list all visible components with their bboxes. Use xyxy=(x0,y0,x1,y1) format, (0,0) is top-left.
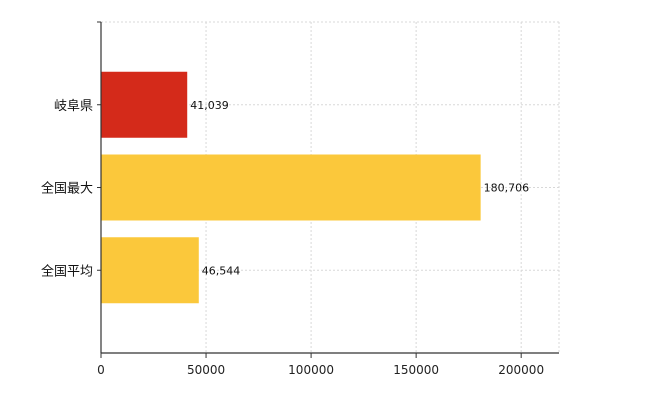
data-label: 41,039 xyxy=(190,99,229,112)
x-tick-label: 50000 xyxy=(187,363,225,377)
y-tick-label: 岐阜県 xyxy=(54,98,93,114)
x-tick-label: 0 xyxy=(97,363,105,377)
bar xyxy=(101,154,481,221)
y-tick-label: 全国最大 xyxy=(41,181,93,197)
data-label: 180,706 xyxy=(484,182,530,195)
bar xyxy=(101,237,199,304)
data-label: 46,544 xyxy=(202,264,241,277)
y-tick-label: 全国平均 xyxy=(41,263,93,279)
bar xyxy=(101,71,188,138)
x-tick-label: 150000 xyxy=(393,363,439,377)
x-tick-label: 200000 xyxy=(498,363,544,377)
x-tick-label: 100000 xyxy=(288,363,334,377)
